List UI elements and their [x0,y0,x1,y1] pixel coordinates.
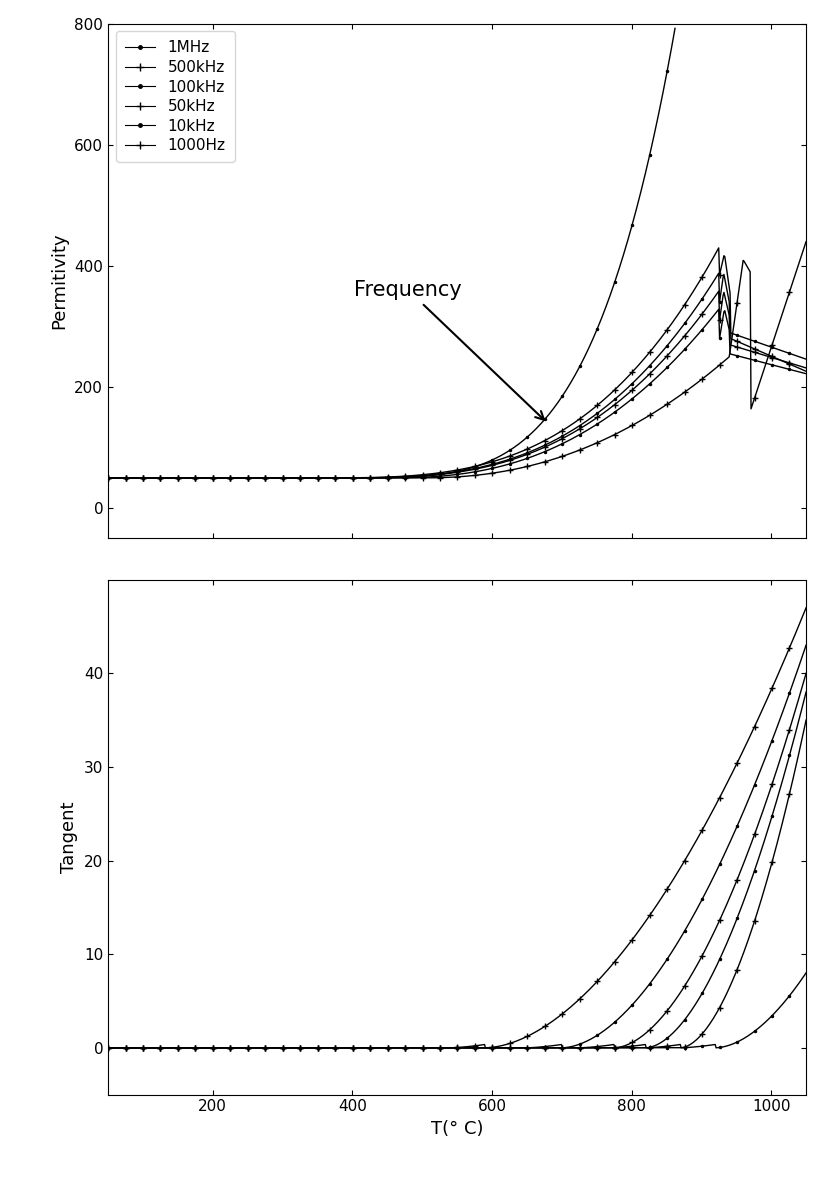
Legend: 1MHz, 500kHz, 100kHz, 50kHz, 10kHz, 1000Hz: 1MHz, 500kHz, 100kHz, 50kHz, 10kHz, 1000… [116,31,235,162]
Text: Frequency: Frequency [354,280,544,420]
Y-axis label: Tangent: Tangent [60,802,78,873]
X-axis label: T(° C): T(° C) [430,1121,484,1138]
Y-axis label: Permitivity: Permitivity [51,233,69,330]
